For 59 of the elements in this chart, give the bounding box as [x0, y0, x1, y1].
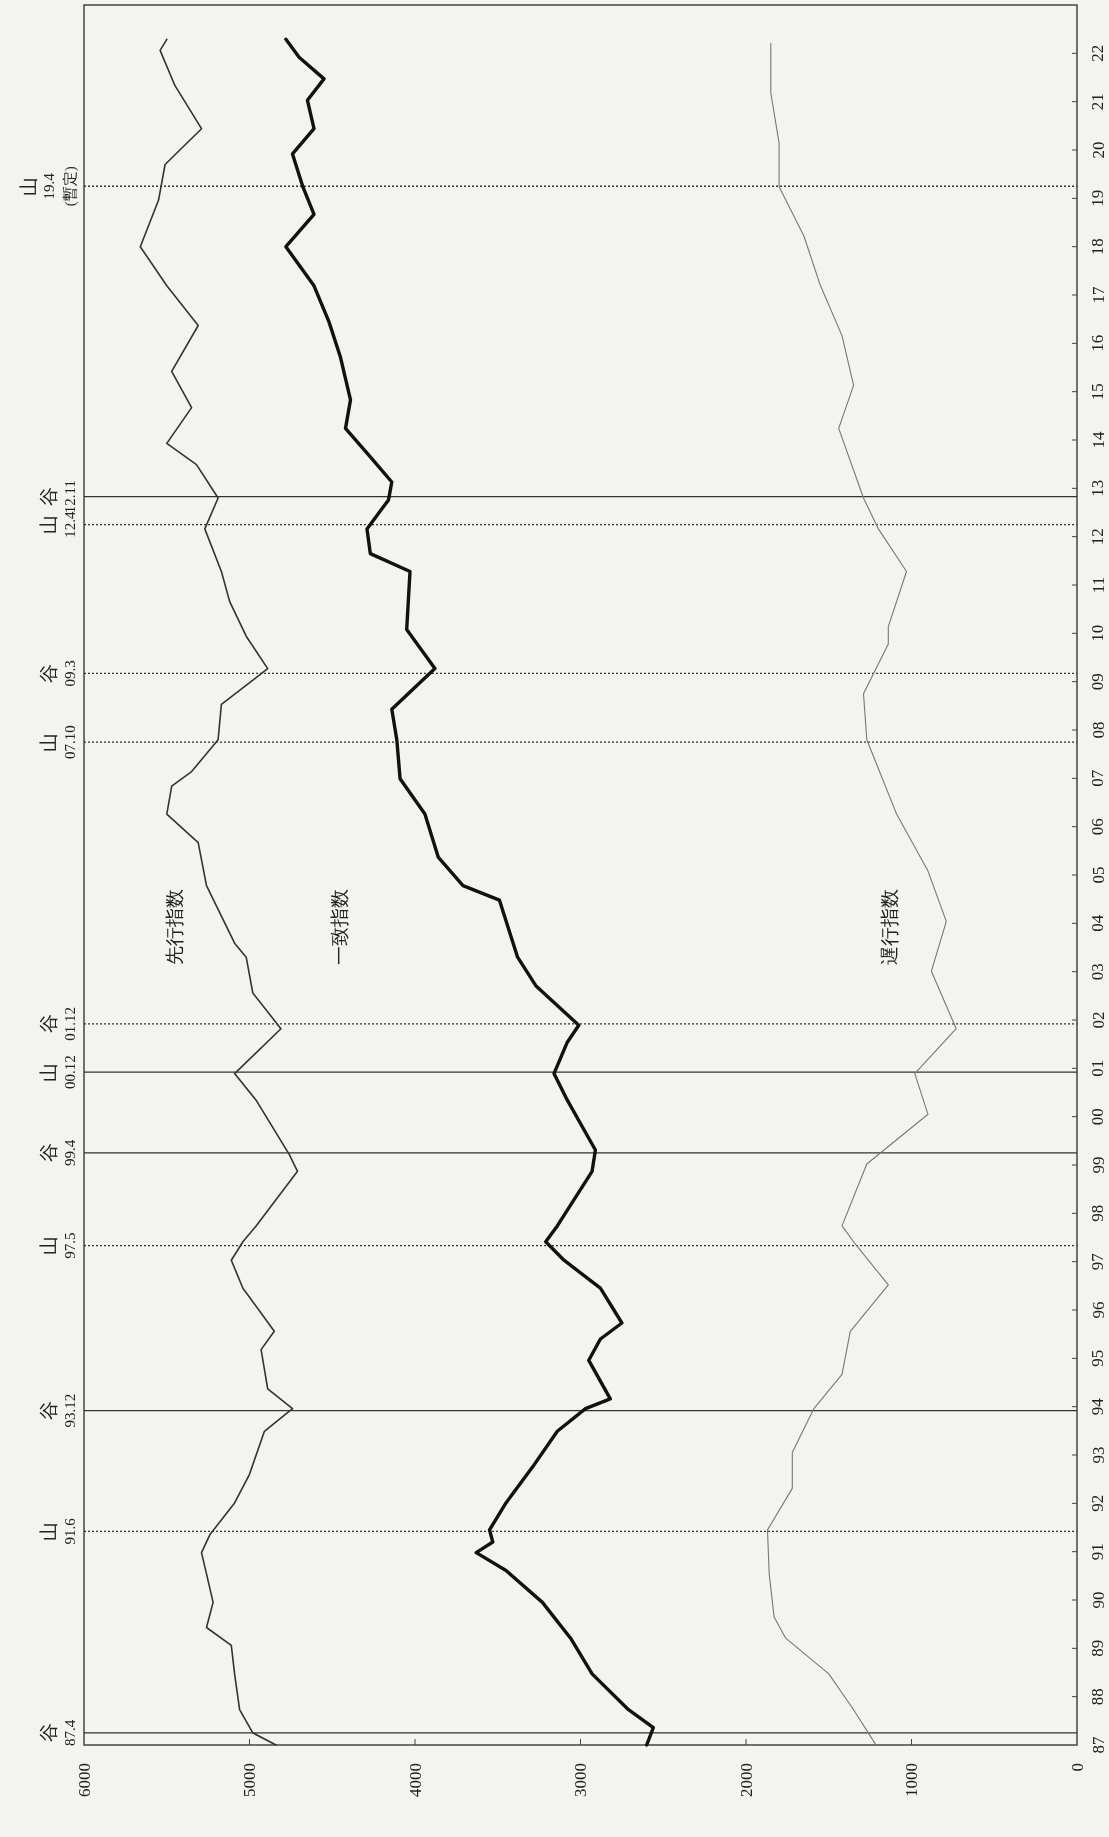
- y-tick-label: 03: [1088, 963, 1108, 981]
- x-tick-label: 0: [1067, 1763, 1087, 1772]
- x-tick-label: 6000: [74, 1763, 94, 1797]
- ref-line-label: 山 12.4: [38, 510, 78, 538]
- y-tick-label: 99: [1088, 1156, 1108, 1174]
- y-tick-label: 87: [1088, 1736, 1108, 1754]
- y-tick-label: 20: [1088, 141, 1108, 159]
- ref-line-label: 山 19.4 (暫定): [17, 166, 79, 207]
- y-tick-label: 11: [1088, 576, 1108, 594]
- y-tick-label: 90: [1088, 1591, 1108, 1609]
- y-tick-label: 17: [1088, 286, 1108, 304]
- y-tick-label: 18: [1088, 238, 1108, 256]
- y-tick-label: 94: [1088, 1397, 1108, 1416]
- y-tick-label: 08: [1088, 721, 1108, 739]
- ref-line-label: 谷 87.4: [38, 1719, 78, 1747]
- y-tick-label: 12: [1088, 528, 1108, 546]
- text: 先行指数: [164, 889, 186, 966]
- ref-line-label: 山 97.5: [38, 1232, 78, 1259]
- ref-line-label: 谷 99.4: [38, 1139, 78, 1167]
- y-tick-label: 93: [1088, 1446, 1108, 1464]
- y-tick-label: 92: [1088, 1494, 1108, 1512]
- y-tick-label: 96: [1088, 1301, 1108, 1319]
- x-tick-label: 2000: [736, 1763, 756, 1797]
- y-tick-label: 02: [1088, 1011, 1108, 1029]
- y-tick-label: 19: [1088, 189, 1108, 207]
- y-tick-label: 91: [1088, 1543, 1108, 1561]
- y-tick-label: 07: [1088, 769, 1108, 787]
- y-tick-label: 04: [1088, 914, 1108, 932]
- y-tick-label: 22: [1088, 44, 1108, 62]
- y-tick-label: 13: [1088, 479, 1108, 497]
- y-tick-label: 97: [1088, 1252, 1108, 1271]
- text: 遅行指数: [878, 889, 900, 966]
- ref-line-label: 谷 01.12: [38, 1006, 78, 1041]
- line-series: [766, 42, 957, 1745]
- text: 一致指数: [328, 889, 350, 966]
- y-tick-label: 06: [1088, 818, 1108, 836]
- y-tick-label: 21: [1088, 93, 1108, 111]
- y-tick-label: 05: [1088, 866, 1108, 884]
- x-tick-label: 3000: [571, 1763, 590, 1797]
- y-tick-label: 10: [1088, 624, 1108, 642]
- ref-line-label: 山 91.6: [38, 1517, 78, 1545]
- ref-line-label: 山 07.10: [38, 725, 78, 759]
- y-tick-label: 88: [1088, 1688, 1108, 1706]
- y-tick-label: 16: [1088, 334, 1108, 352]
- ref-line-label: 谷 93.12: [38, 1393, 78, 1428]
- x-tick-label: 4000: [405, 1763, 425, 1797]
- y-tick-label: 95: [1088, 1349, 1108, 1367]
- ref-line-label: 谷 09.3: [38, 660, 78, 687]
- x-tick-label: 1000: [902, 1763, 921, 1797]
- ref-line-label: 山 00.12: [38, 1055, 78, 1090]
- line-series: [284, 37, 655, 1747]
- y-tick-label: 01: [1088, 1059, 1108, 1077]
- y-tick-label: 00: [1088, 1108, 1108, 1126]
- x-tick-label: 5000: [240, 1763, 259, 1797]
- y-tick-label: 98: [1088, 1204, 1108, 1222]
- y-tick-label: 09: [1088, 673, 1108, 691]
- y-tick-label: 89: [1088, 1639, 1108, 1657]
- y-tick-label: 14: [1088, 431, 1108, 449]
- y-tick-label: 15: [1088, 383, 1108, 401]
